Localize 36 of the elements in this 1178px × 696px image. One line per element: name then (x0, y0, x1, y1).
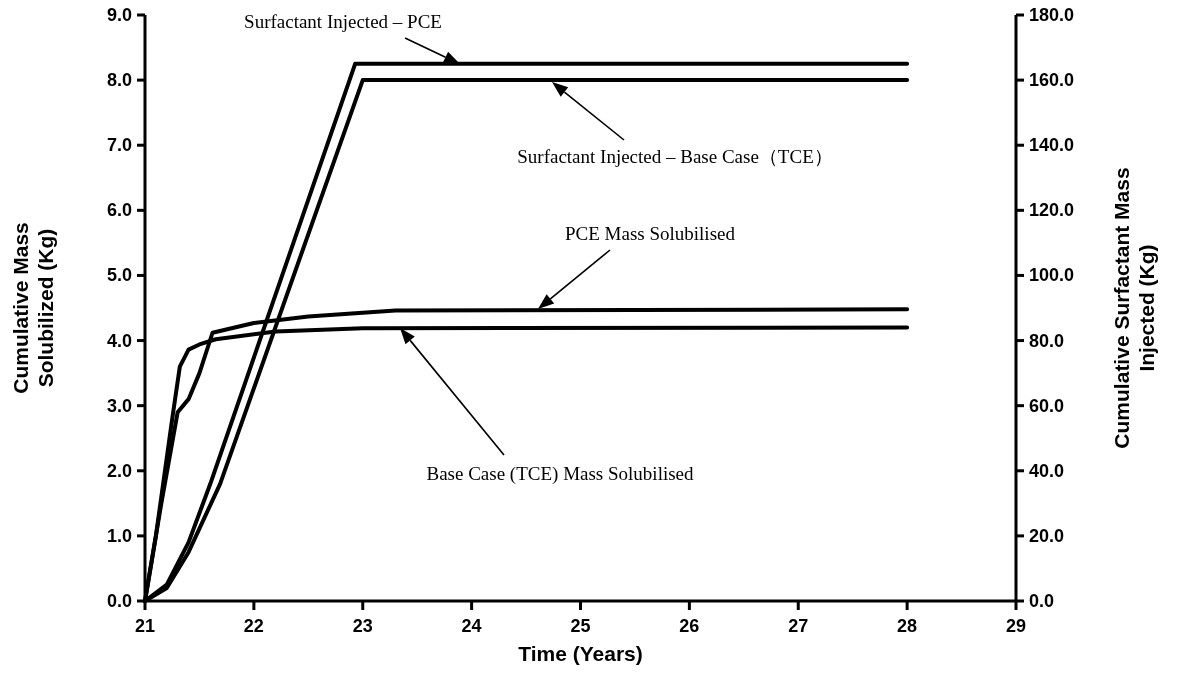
x-tick-label: 29 (1005, 616, 1027, 636)
y2-axis-title: Cumulative Surfactant Mass Injected (Kg) (1110, 167, 1158, 449)
x-tick-label: 22 (243, 616, 264, 636)
x-tick-label: 24 (461, 616, 482, 636)
y2-tick-label: 20.0 (1029, 525, 1065, 546)
y-tick-label: 9.0 (106, 5, 132, 25)
annotation: Base Case (TCE) Mass Solubilised (426, 463, 695, 485)
x-tick-label: 26 (679, 616, 700, 636)
annotation: PCE Mass Solubilised (565, 223, 736, 244)
y-tick-label: 4.0 (106, 330, 132, 351)
x-tick-label: 25 (570, 616, 591, 636)
y-tick-label: 5.0 (106, 265, 132, 286)
y-tick-label: 7.0 (106, 135, 132, 156)
y-tick-label: 1.0 (106, 525, 132, 546)
y2-tick-label: 140.0 (1029, 135, 1075, 156)
y2-tick-label: 0.0 (1029, 591, 1055, 611)
x-tick-label: 27 (788, 616, 809, 636)
annotation: Surfactant Injected – Base Case（TCE） (517, 146, 833, 167)
x-tick-label: 21 (134, 616, 156, 636)
x-tick-label: 23 (352, 616, 373, 636)
y-tick-label: 0.0 (106, 591, 132, 611)
y-tick-label: 6.0 (106, 200, 132, 221)
x-tick-label: 28 (897, 616, 918, 636)
y2-tick-label: 80.0 (1029, 330, 1065, 351)
y2-tick-label: 180.0 (1029, 5, 1075, 25)
y2-tick-label: 160.0 (1029, 70, 1075, 91)
x-axis-title: Time (Years) (518, 642, 643, 665)
y2-tick-label: 40.0 (1029, 460, 1065, 481)
y-tick-label: 3.0 (106, 395, 132, 416)
y2-tick-label: 120.0 (1029, 200, 1075, 221)
annotation: Surfactant Injected – PCE (244, 11, 442, 32)
y-tick-label: 8.0 (106, 70, 132, 91)
y-tick-label: 2.0 (106, 460, 132, 481)
y-axis-title: Cumulative Mass Solubilized (Kg) (9, 222, 57, 394)
y2-tick-label: 60.0 (1029, 395, 1065, 416)
y2-tick-label: 100.0 (1029, 265, 1075, 286)
